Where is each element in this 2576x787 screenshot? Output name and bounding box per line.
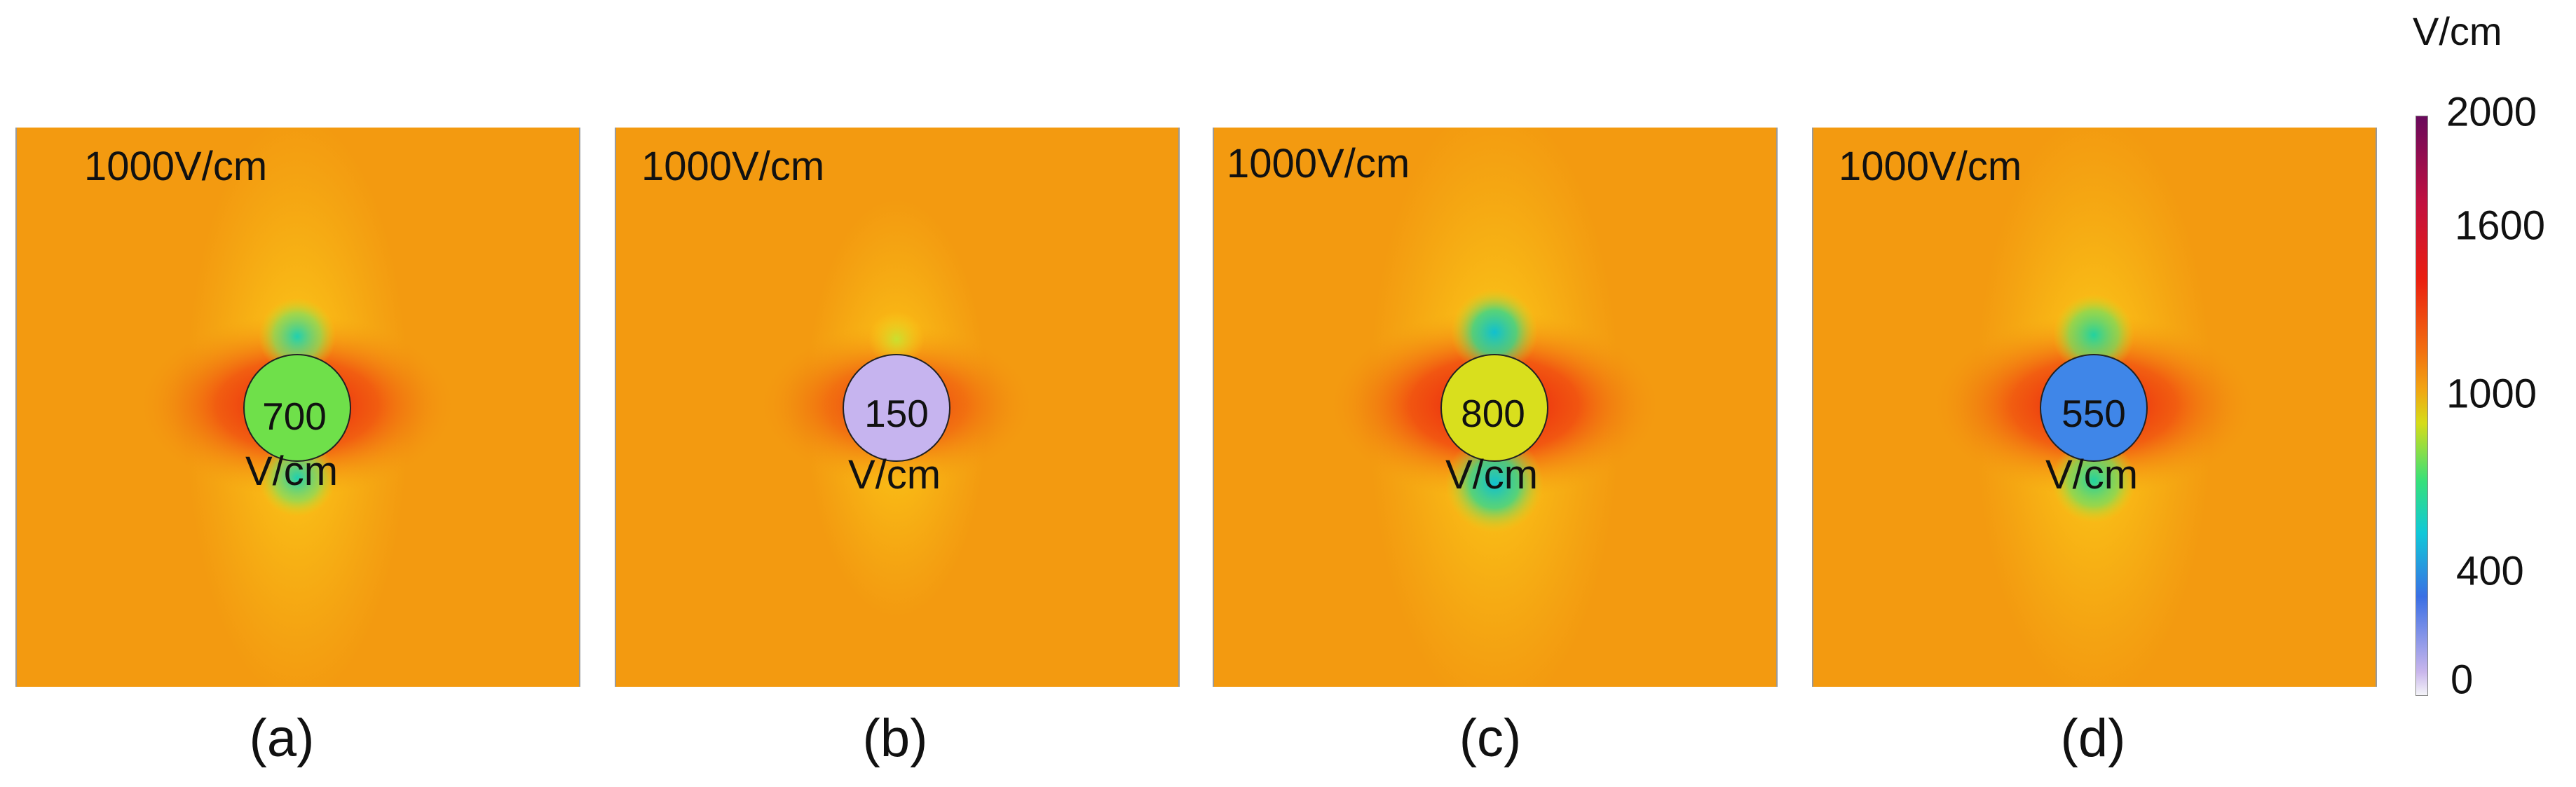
panel-c: 1000V/cm 800 V/cm [1213, 128, 1778, 687]
cell-field-value: 700 [262, 395, 327, 438]
applied-field-label: 1000V/cm [1839, 144, 2022, 189]
colorbar-tick-0: 0 [2451, 657, 2474, 703]
caption-b: (b) [862, 709, 928, 768]
field-map-b [756, 198, 1037, 618]
panel-d: 1000V/cm 550 V/cm [1812, 128, 2377, 687]
caption-d: (d) [2060, 709, 2126, 768]
colorbar-tick-400: 400 [2456, 548, 2524, 594]
cell-field-unit: V/cm [245, 449, 339, 494]
applied-field-label: 1000V/cm [1227, 141, 1410, 186]
colorbar-tick-1600: 1600 [2455, 203, 2546, 249]
field-map-c [1326, 128, 1663, 687]
applied-field-label: 1000V/cm [641, 144, 825, 189]
field-map-a [136, 128, 458, 687]
cell-field-unit: V/cm [847, 452, 941, 498]
colorbar [2415, 116, 2428, 696]
colorbar-tick-2000: 2000 [2446, 89, 2537, 135]
panel-a: 1000V/cm 700 V/cm [15, 128, 580, 687]
cell-field-unit: V/cm [2045, 452, 2139, 498]
applied-field-label: 1000V/cm [84, 144, 268, 189]
colorbar-tick-1000: 1000 [2446, 371, 2537, 417]
cell-field-unit: V/cm [1445, 452, 1539, 498]
cell-field-value: 150 [864, 392, 929, 435]
field-map-d [1929, 128, 2258, 687]
caption-c: (c) [1459, 709, 1522, 768]
caption-a: (a) [249, 709, 315, 768]
cell-field-value: 550 [2062, 392, 2126, 435]
colorbar-unit: V/cm [2413, 9, 2502, 53]
cell-field-value: 800 [1461, 392, 1525, 435]
panel-b: 1000V/cm 150 V/cm [615, 128, 1180, 687]
